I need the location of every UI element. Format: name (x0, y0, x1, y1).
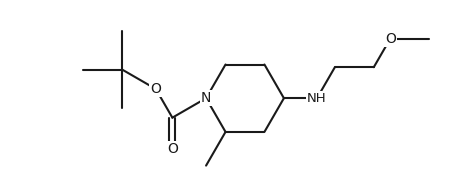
Text: O: O (150, 82, 161, 96)
Text: N: N (200, 91, 211, 105)
Text: O: O (167, 142, 178, 156)
Text: NH: NH (307, 92, 326, 105)
Text: O: O (384, 32, 395, 45)
